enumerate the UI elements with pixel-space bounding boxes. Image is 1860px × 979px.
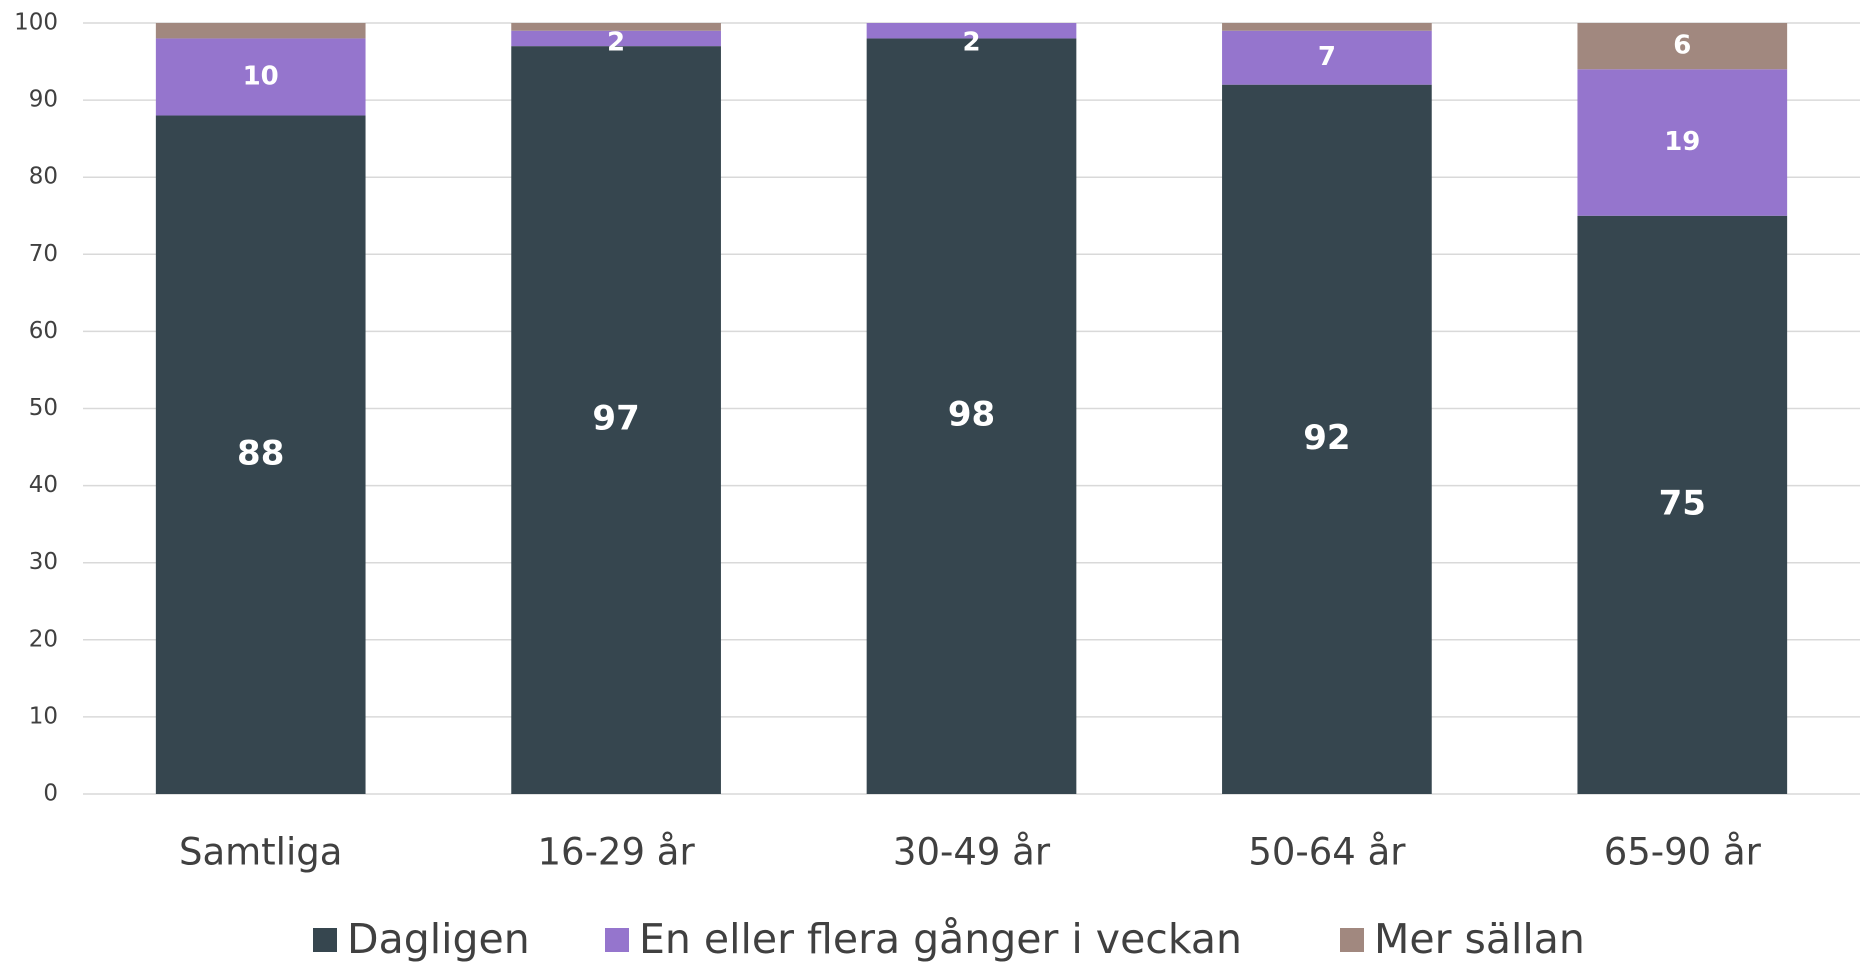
y-tick-label: 30 xyxy=(29,549,58,575)
data-label: 97 xyxy=(592,399,639,439)
y-tick-label: 10 xyxy=(29,703,58,729)
legend-label: Mer sällan xyxy=(1374,915,1585,963)
x-tick-label: 50-64 år xyxy=(1248,831,1406,874)
bar-segment xyxy=(1222,23,1432,31)
y-tick-label: 0 xyxy=(43,781,58,807)
bar-segment xyxy=(866,23,1077,39)
data-label: 2 xyxy=(962,28,980,58)
x-tick-label: 16-29 år xyxy=(538,831,696,874)
data-label: 6 xyxy=(1673,31,1691,61)
bar-segment xyxy=(511,46,721,794)
legend-label: Dagligen xyxy=(347,915,530,963)
bar-segment xyxy=(1222,30,1432,85)
y-tick-label: 60 xyxy=(29,318,58,344)
y-tick-label: 50 xyxy=(29,395,58,421)
bar-segment xyxy=(1577,215,1788,794)
bar-segment xyxy=(511,30,721,47)
bar-segment xyxy=(155,115,366,794)
y-tick-label: 80 xyxy=(29,164,58,190)
data-label: 2 xyxy=(607,28,625,58)
x-tick-label: Samtliga xyxy=(179,831,342,874)
x-tick-label: 30-49 år xyxy=(893,831,1051,874)
data-label: 98 xyxy=(948,395,995,435)
y-tick-label: 40 xyxy=(29,472,58,498)
data-label: 10 xyxy=(243,61,279,91)
data-label: 88 xyxy=(237,433,284,473)
bar-segment xyxy=(1577,23,1788,70)
legend-swatch xyxy=(313,928,337,952)
y-tick-label: 100 xyxy=(14,10,58,36)
bar-segment xyxy=(155,38,366,116)
data-label: 92 xyxy=(1303,418,1350,458)
y-tick-label: 90 xyxy=(29,87,58,113)
data-label: 19 xyxy=(1664,127,1700,157)
bar-segment xyxy=(866,38,1077,795)
legend-swatch xyxy=(605,928,629,952)
x-tick-label: 65-90 år xyxy=(1604,831,1762,874)
y-tick-label: 70 xyxy=(29,241,58,267)
bar-segment xyxy=(511,23,721,31)
bar-segment xyxy=(155,23,366,39)
data-label: 75 xyxy=(1659,483,1706,523)
y-tick-label: 20 xyxy=(29,626,58,652)
legend-swatch xyxy=(1340,928,1364,952)
bar-segment xyxy=(1222,84,1432,795)
legend-label: En eller flera gånger i veckan xyxy=(639,915,1242,963)
bar-segment xyxy=(1577,69,1788,216)
data-label: 7 xyxy=(1318,42,1336,72)
